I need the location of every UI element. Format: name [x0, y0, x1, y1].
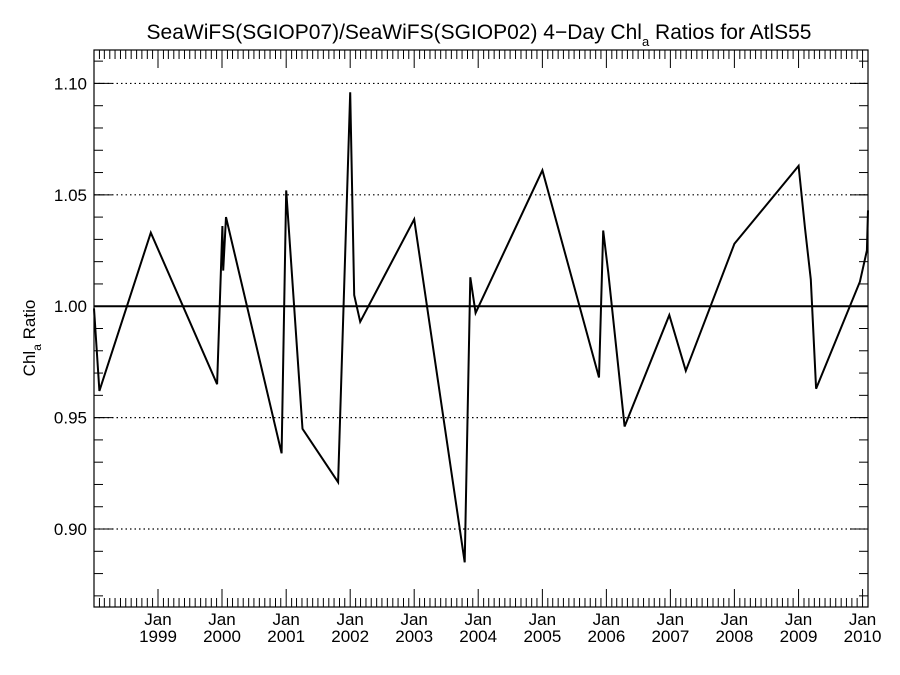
y-tick-label: 0.90	[54, 520, 87, 539]
x-tick-month-label: Jan	[657, 610, 684, 629]
x-tick-year-label: 2009	[780, 627, 818, 646]
x-tick-month-label: Jan	[529, 610, 556, 629]
series-line	[93, 92, 869, 563]
x-tick-year-label: 2004	[459, 627, 497, 646]
x-tick-year-label: 2001	[267, 627, 305, 646]
x-tick-month-label: Jan	[272, 610, 299, 629]
y-tick-label: 1.10	[54, 74, 87, 93]
x-tick-year-label: 2010	[844, 627, 882, 646]
x-ticks: Jan1999Jan2000Jan2001Jan2002Jan2003Jan20…	[98, 50, 882, 646]
x-tick-year-label: 2005	[523, 627, 561, 646]
y-axis-label: Chla Ratio	[20, 300, 44, 377]
x-tick-month-label: Jan	[144, 610, 171, 629]
x-tick-month-label: Jan	[336, 610, 363, 629]
x-tick-year-label: 2007	[651, 627, 689, 646]
x-tick-month-label: Jan	[593, 610, 620, 629]
y-tick-label: 1.00	[54, 297, 87, 316]
x-tick-year-label: 2003	[395, 627, 433, 646]
x-tick-year-label: 2006	[587, 627, 625, 646]
x-tick-month-label: Jan	[721, 610, 748, 629]
x-tick-year-label: 2002	[331, 627, 369, 646]
x-tick-month-label: Jan	[785, 610, 812, 629]
y-ticks: 0.90 0.95 1.00 1.05 1.10	[54, 60, 868, 597]
plot-frame	[93, 49, 869, 608]
x-tick-year-label: 2000	[203, 627, 241, 646]
x-tick-month-label: Jan	[400, 610, 427, 629]
x-tick-month-label: Jan	[849, 610, 876, 629]
x-tick-month-label: Jan	[208, 610, 235, 629]
x-tick-year-label: 1999	[139, 627, 177, 646]
x-tick-year-label: 2008	[715, 627, 753, 646]
y-tick-label: 0.95	[54, 409, 87, 428]
x-tick-month-label: Jan	[464, 610, 491, 629]
y-tick-label: 1.05	[54, 186, 87, 205]
chart-title: SeaWiFS(SGIOP07)/SeaWiFS(SGIOP02) 4−Day …	[147, 21, 812, 49]
